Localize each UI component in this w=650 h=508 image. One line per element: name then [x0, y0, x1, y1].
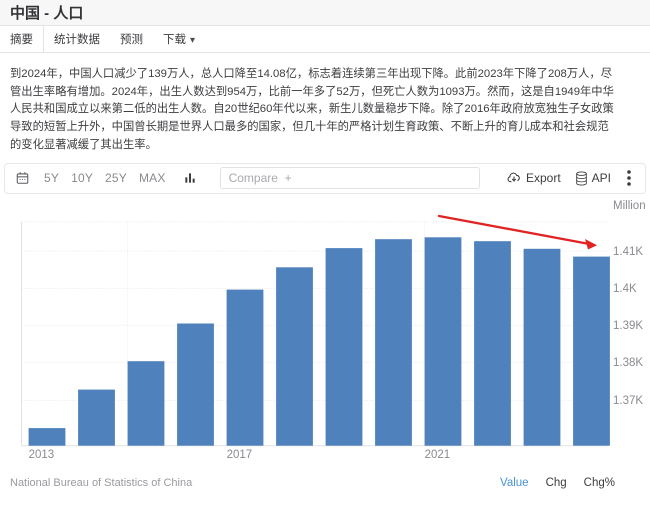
svg-text:2017: 2017 — [227, 449, 253, 461]
svg-text:2013: 2013 — [29, 449, 55, 461]
svg-text:1.39K: 1.39K — [613, 320, 643, 332]
svg-text:1.41K: 1.41K — [613, 246, 643, 258]
svg-text:1.4K: 1.4K — [613, 283, 637, 295]
svg-text:1.37K: 1.37K — [613, 395, 643, 407]
svg-text:Million: Million — [613, 200, 646, 212]
svg-text:1.38K: 1.38K — [613, 357, 643, 369]
svg-text:2021: 2021 — [425, 449, 451, 461]
